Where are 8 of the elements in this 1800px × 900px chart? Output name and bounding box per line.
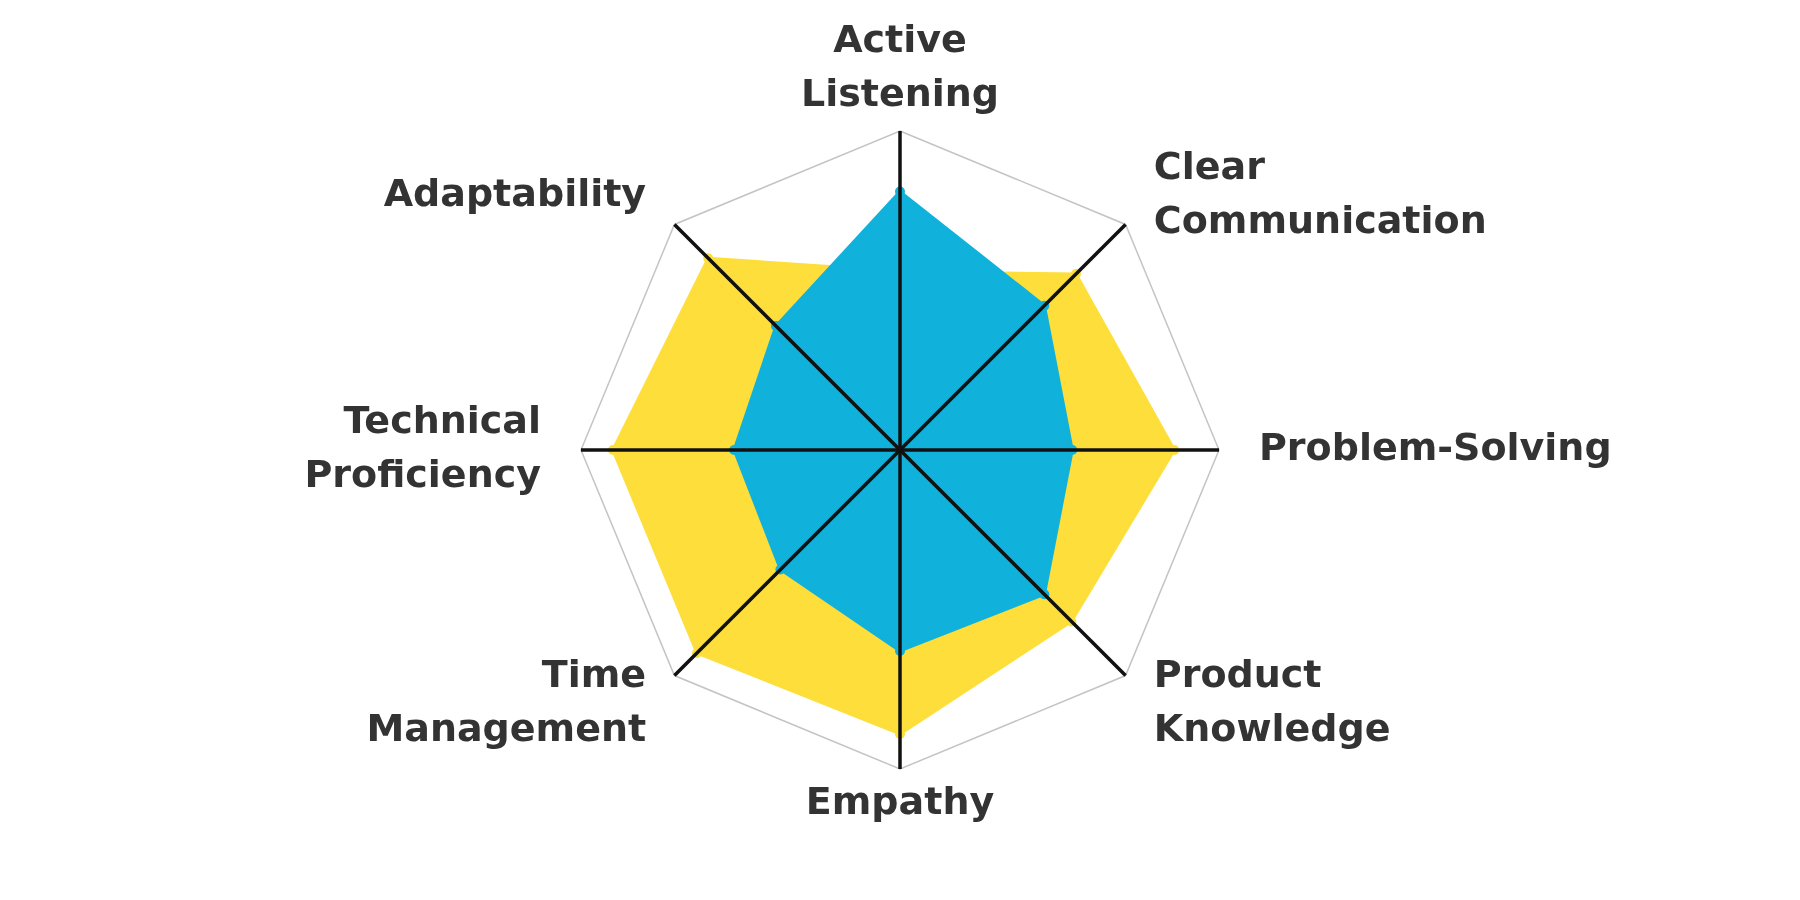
spoke-label: Clear Communication (1153, 144, 1487, 243)
spoke-label: Active Listening (800, 16, 1000, 115)
spoke-label: Technical Proficiency (304, 397, 542, 496)
spoke-label: Problem-Solving (1259, 424, 1612, 469)
spoke-label: Time Management (366, 651, 647, 750)
spoke-label: Empathy (805, 778, 995, 823)
spoke-label: Adaptability (383, 171, 647, 216)
spoke-label: Product Knowledge (1153, 651, 1391, 750)
